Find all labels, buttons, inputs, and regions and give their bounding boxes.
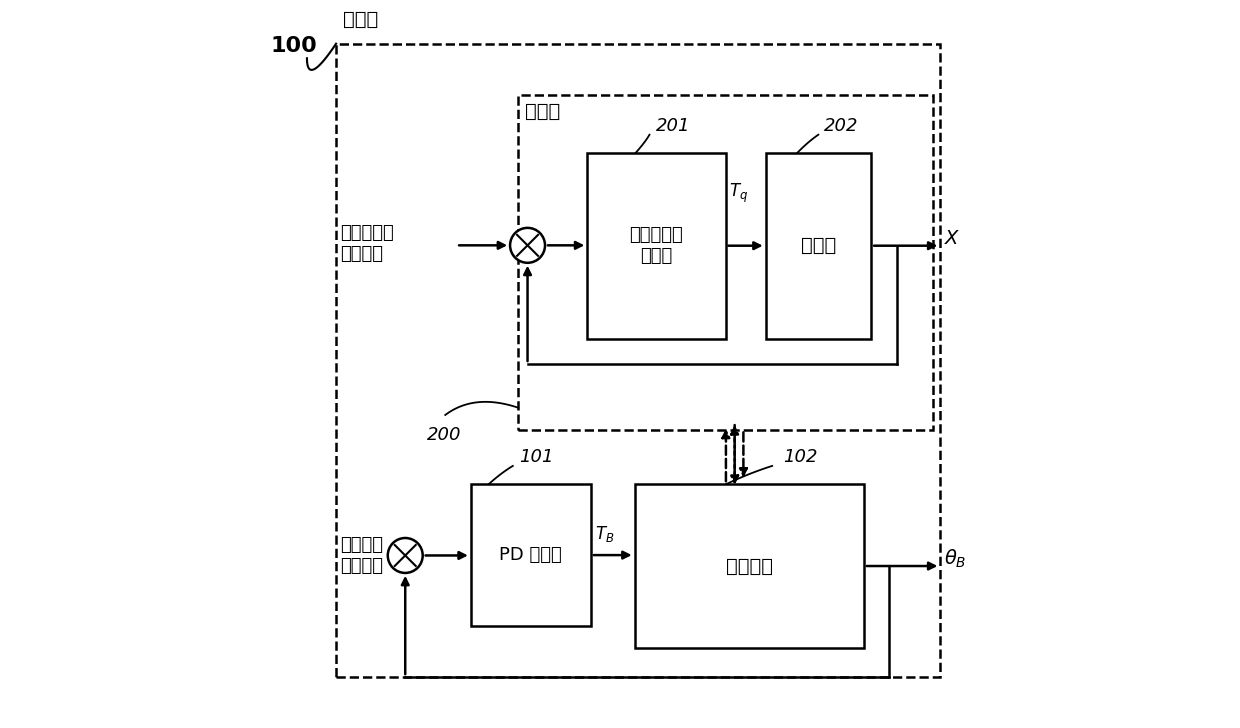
FancyBboxPatch shape — [471, 484, 591, 626]
Text: 机械臂末端
期望位置: 机械臂末端 期望位置 — [340, 224, 393, 264]
Text: 102: 102 — [784, 448, 818, 466]
Text: 201: 201 — [656, 116, 691, 135]
Text: $X$: $X$ — [944, 229, 961, 248]
Text: 101: 101 — [518, 448, 553, 466]
Circle shape — [388, 538, 423, 573]
Text: $T_B$: $T_B$ — [594, 524, 614, 544]
Text: 202: 202 — [823, 116, 858, 135]
FancyBboxPatch shape — [765, 153, 872, 339]
Text: 强化学习控
制系统: 强化学习控 制系统 — [630, 226, 683, 265]
FancyBboxPatch shape — [635, 484, 864, 648]
Text: PD 控制器: PD 控制器 — [500, 546, 562, 564]
Text: 基座平台: 基座平台 — [725, 556, 773, 576]
Text: 机械臂: 机械臂 — [801, 236, 836, 256]
Text: 内回路: 内回路 — [526, 102, 560, 121]
Text: $\theta_B$: $\theta_B$ — [944, 547, 966, 570]
FancyBboxPatch shape — [588, 153, 725, 339]
Text: 200: 200 — [427, 426, 461, 444]
Circle shape — [510, 228, 546, 263]
Text: $T_q$: $T_q$ — [729, 182, 748, 205]
Text: 外回路: 外回路 — [343, 10, 378, 29]
Text: 基座平台
期望姿态: 基座平台 期望姿态 — [340, 536, 383, 575]
Text: 100: 100 — [270, 36, 317, 56]
